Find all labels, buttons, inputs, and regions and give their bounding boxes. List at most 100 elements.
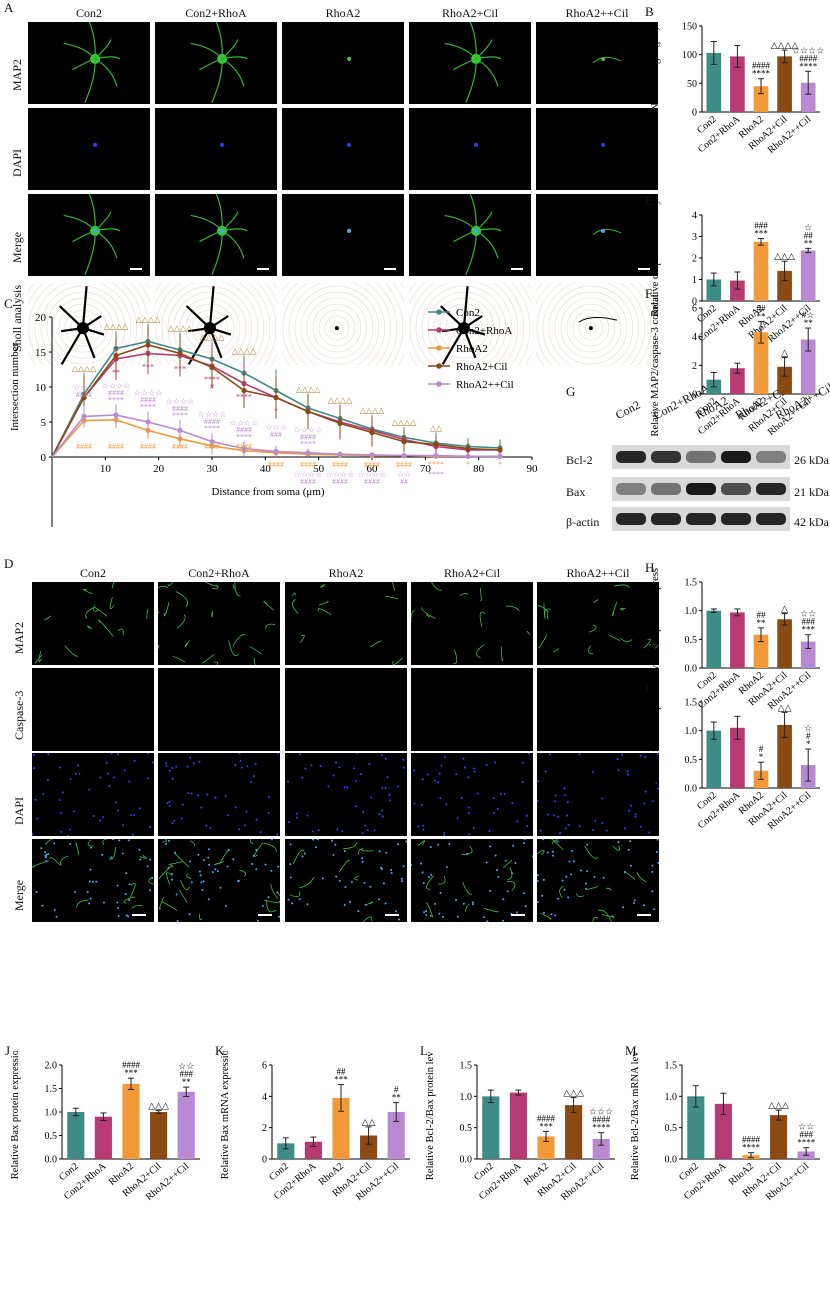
significance-label: #### (268, 460, 284, 469)
data-point (81, 413, 87, 419)
micrograph-image (444, 194, 523, 275)
significance-label: #### (140, 442, 156, 451)
micrograph-tile (409, 22, 531, 104)
blot-band (686, 483, 716, 495)
bar (730, 612, 745, 668)
micrograph-tile (28, 22, 150, 104)
micrograph-tile (285, 582, 407, 665)
micrograph-image (444, 22, 502, 103)
panel-label-a: A (4, 0, 14, 15)
blot-band-kda: 21 kDa (794, 485, 829, 499)
significance-label: ☆☆☆☆ (198, 410, 227, 419)
panel-label-h: H (645, 560, 655, 575)
panel-a-column-header: Con2 (75, 6, 102, 20)
data-point (241, 387, 247, 394)
significance-label: ### (270, 430, 282, 439)
bar-chart-k: Relative Bax mRNA expression 0246Con2Con2… (220, 1051, 410, 1203)
bar (800, 641, 816, 668)
blot-band (756, 451, 786, 463)
y-tick-label: 0.5 (685, 635, 698, 646)
significance-label: * (806, 739, 811, 749)
significance-label: ** (757, 312, 767, 322)
blot-band (756, 513, 786, 525)
micrograph-image (158, 582, 276, 665)
significance-label: ** (757, 618, 767, 628)
x-tick-label: 40 (260, 463, 272, 475)
significance-label: ## (337, 1067, 347, 1077)
significance-label: #### (236, 426, 252, 435)
micrograph-image (32, 753, 154, 836)
significance-label: #### (204, 417, 220, 426)
blot-band (721, 451, 751, 463)
significance-label: **** (742, 1143, 761, 1153)
bar (177, 1091, 195, 1159)
significance-label: * (498, 460, 502, 469)
sholl-tile (409, 283, 531, 365)
panel-label-m: M (625, 1043, 637, 1058)
y-axis-label: Relative Bcl-2/Bax protein level (425, 1051, 436, 1180)
micrograph-image (347, 228, 396, 270)
data-point (497, 447, 503, 453)
data-point (177, 427, 183, 433)
bar (753, 634, 769, 668)
micrograph-tile (285, 668, 407, 751)
bar-chart-m: Relative Bcl-2/Bax mRNA level 0.0 0.5 1.0 1.… (630, 1051, 820, 1203)
significance-label: ☆☆☆☆ (792, 45, 824, 55)
y-tick-label: 150 (682, 22, 697, 33)
bar (592, 1138, 610, 1159)
significance-label: ☆☆☆☆ (294, 426, 323, 435)
micrograph-tile (411, 668, 533, 751)
micrograph-tile (536, 194, 658, 276)
bar (509, 1092, 527, 1159)
micrograph-tile (537, 753, 659, 836)
y-tick-label: 4 (262, 1092, 267, 1103)
data-point (145, 342, 151, 348)
micrograph-tile (411, 582, 533, 665)
significance-label: △△△△ (360, 406, 385, 415)
significance-label: △△ (778, 702, 792, 712)
significance-label: *** (539, 1121, 553, 1131)
bar (387, 1112, 405, 1159)
significance-label: # (759, 744, 764, 754)
micrograph-image (537, 839, 659, 922)
significance-label: #### (742, 1135, 761, 1145)
micrograph-image (592, 56, 622, 64)
sholl-tile (282, 283, 404, 365)
significance-label: * (759, 752, 764, 762)
significance-label: #### (172, 442, 188, 451)
micrograph-image (158, 839, 280, 922)
significance-label: ☆☆☆☆ (326, 470, 355, 479)
legend-label: RhoA2 (456, 343, 488, 355)
significance-label: #### (592, 1115, 611, 1125)
y-tick-label: 0 (692, 390, 697, 401)
bar-chart-h: Relative Bcl-2 protein expression 0.0 0.5 1… (650, 568, 820, 712)
significance-label: #### (300, 433, 316, 442)
panel-a-row-label: DAPI (10, 148, 24, 177)
bar-chart-f: Relative MAP2/caspase-3 colocalization 0 2… (650, 294, 820, 438)
panel-d-column-header: Con2+RhoA (188, 566, 250, 580)
significance-label: **** (204, 375, 220, 384)
significance-label: △△△△ (72, 364, 97, 373)
significance-label: ## (757, 304, 767, 314)
significance-label: #### (332, 477, 348, 486)
bar (800, 339, 816, 394)
significance-label: ☆☆☆ (73, 383, 95, 392)
legend-marker (436, 309, 442, 315)
y-tick-label: 0.0 (685, 664, 698, 675)
y-tick-label: 1.5 (665, 1061, 678, 1072)
y-tick-label: 2 (692, 361, 697, 372)
panel-label-l: L (420, 1043, 428, 1058)
y-axis-label: Relative Bax mRNA expression (220, 1051, 231, 1179)
bar (714, 1103, 732, 1159)
blot-band-name: Bax (566, 485, 586, 499)
panel-label-b: B (645, 4, 654, 19)
y-tick-label: 0.5 (665, 1123, 678, 1134)
significance-label: ### (801, 617, 815, 627)
y-tick-label: 6 (692, 304, 697, 315)
sholl-image (536, 283, 658, 365)
y-tick-label: 0.0 (460, 1155, 473, 1166)
micrograph-image (592, 228, 650, 270)
significance-label: #### (332, 460, 348, 469)
micrograph-tile (155, 194, 277, 276)
bar (777, 270, 792, 301)
